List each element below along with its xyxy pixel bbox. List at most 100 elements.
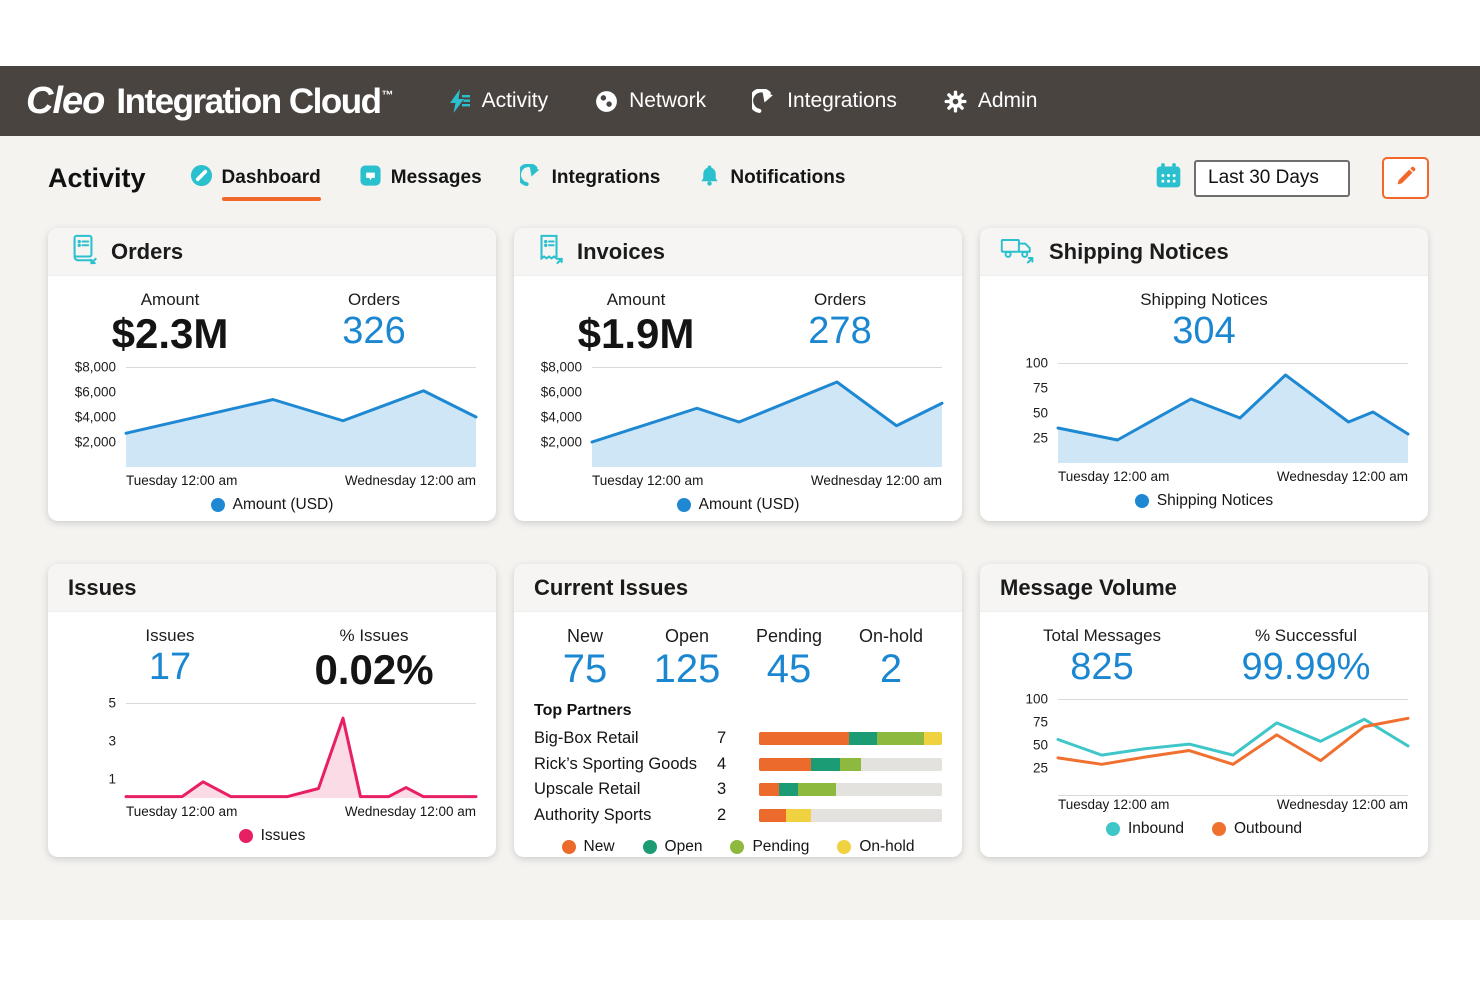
chart-legend: Amount (USD): [68, 496, 476, 514]
y-axis-tick: 50: [1032, 405, 1048, 421]
tab-integrations-label: Integrations: [551, 167, 661, 188]
shipping-card-title: Shipping Notices: [1049, 238, 1229, 264]
legend-label: On-hold: [859, 837, 915, 855]
invoices-area-chart: $8,000 $6,000 $4,000 $2,000 Tuesday 12:00 am…: [534, 360, 942, 514]
cleo-logo[interactable]: Cleo Integration Cloud ™: [26, 80, 394, 123]
stat-label: % Successful: [1254, 626, 1358, 645]
x-axis-tick: Wednesday 12:00 am: [344, 804, 476, 820]
y-axis-tick: $2,000: [74, 434, 116, 450]
content-area: Activity Dashboard Messages Integrations: [0, 136, 1480, 920]
nav-activity[interactable]: Activity: [446, 88, 549, 114]
main-nav: Activity Network Integrations Admin: [446, 88, 1038, 114]
new-issues-stat: New 75: [534, 626, 636, 692]
top-navbar: Cleo Integration Cloud ™ Activity Networ…: [0, 66, 1480, 136]
legend-label: Inbound: [1127, 819, 1184, 837]
legend-outbound: Outbound: [1211, 819, 1303, 838]
y-axis-tick: 75: [1032, 714, 1048, 730]
tab-messages-label: Messages: [390, 167, 482, 188]
message-bubble-icon: [359, 164, 382, 193]
nav-activity-label: Activity: [481, 89, 549, 112]
y-axis-tick: $8,000: [74, 359, 116, 375]
orders-card: Orders Amount $2.3M Orders 326 $8,000 $6,…: [48, 228, 496, 521]
legend-label: Outbound: [1233, 819, 1303, 837]
current-issues-card-title: Current Issues: [534, 574, 689, 600]
invoices-stats: Amount $1.9M Orders 278: [534, 290, 942, 357]
nav-integrations[interactable]: Integrations: [752, 88, 897, 114]
shipping-card-header: Shipping Notices: [980, 228, 1428, 276]
calendar-icon: [1155, 162, 1182, 194]
network-nodes-icon: [594, 89, 619, 114]
y-axis-tick: 3: [108, 733, 116, 749]
y-axis-tick: 5: [108, 695, 116, 711]
stat-label: Orders: [348, 290, 400, 309]
x-axis-tick: Tuesday 12:00 am: [592, 473, 704, 489]
issues-stats: Issues 17 % Issues 0.02%: [68, 626, 476, 693]
orders-amount-stat: Amount $2.3M: [68, 290, 272, 357]
integration-swoosh-icon: [516, 162, 543, 193]
legend-dot: [238, 829, 253, 844]
chart-legend: Issues: [68, 827, 476, 845]
message-volume-line-chart: 100 75 50 25 Tuesday 12:00 am Wednesday 12:00…: [1000, 691, 1408, 838]
tab-integrations[interactable]: Integrations: [516, 162, 661, 193]
legend-onhold: On-hold: [837, 838, 914, 856]
stat-label: Open: [664, 626, 710, 646]
legend-dot: [730, 839, 745, 854]
bar-segment: [759, 757, 812, 771]
onhold-issues-stat: On-hold 2: [840, 626, 942, 692]
nav-admin-label: Admin: [977, 89, 1038, 112]
legend-label: Amount (USD): [232, 496, 334, 514]
partner-count: 3: [717, 780, 727, 799]
partner-count: 4: [717, 754, 727, 773]
partner-row: Authority Sports 2: [534, 802, 942, 828]
shipping-area-chart: 100 75 50 25 Tuesday 12:00 am Wednesday 12:00…: [1000, 355, 1408, 510]
nav-admin[interactable]: Admin: [943, 89, 1038, 114]
bar-segment: [759, 783, 780, 797]
stat-value: 99.99%: [1241, 646, 1371, 688]
legend-label: Amount (USD): [698, 496, 800, 514]
legend-shipping-notices: Shipping Notices: [1134, 492, 1273, 510]
tab-messages[interactable]: Messages: [359, 164, 482, 193]
invoices-card-header: Invoices: [514, 228, 962, 276]
partner-stacked-bar: [759, 732, 942, 746]
y-axis-tick: 25: [1032, 760, 1048, 776]
y-axis-tick: $4,000: [540, 409, 582, 425]
y-axis-tick: $6,000: [540, 384, 582, 400]
y-axis-tick: $6,000: [74, 384, 116, 400]
partner-count: 7: [717, 729, 727, 748]
tab-notifications[interactable]: Notifications: [698, 164, 845, 193]
chart-legend: Inbound Outbound: [1000, 820, 1408, 838]
order-document-icon: [68, 233, 98, 270]
tab-dashboard[interactable]: Dashboard: [190, 164, 322, 201]
edit-dashboard-button[interactable]: [1382, 157, 1429, 199]
nav-network[interactable]: Network: [594, 89, 706, 114]
subnav-right: Last 30 Days: [1155, 157, 1429, 199]
message-volume-card-header: Message Volume: [980, 564, 1428, 612]
current-issues-card-header: Current Issues: [514, 564, 962, 612]
x-axis-tick: Tuesday 12:00 am: [126, 473, 238, 489]
x-axis-tick: Tuesday 12:00 am: [1058, 796, 1170, 812]
legend-dot: [1105, 821, 1120, 836]
message-volume-card: Message Volume Total Messages 825 % Succ…: [980, 564, 1428, 857]
message-volume-card-title: Message Volume: [1000, 574, 1177, 600]
nav-integrations-label: Integrations: [787, 89, 897, 112]
chart-legend: Amount (USD): [534, 496, 942, 514]
gear-icon: [943, 89, 968, 114]
date-range-select[interactable]: Last 30 Days: [1194, 159, 1350, 197]
stat-label: Total Messages: [1042, 626, 1162, 645]
orders-stats: Amount $2.3M Orders 326: [68, 290, 476, 357]
legend-label: New: [583, 837, 615, 855]
issues-area-chart: 5 3 1 Tuesday 12:00 am Wednesday 12:00 am Iss…: [68, 696, 476, 845]
partner-name: Upscale Retail: [534, 780, 641, 799]
legend-dot: [1211, 821, 1226, 836]
issues-count-stat: Issues 17: [68, 626, 272, 693]
activity-tabs: Dashboard Messages Integrations Notifica…: [190, 162, 845, 201]
legend-label: Pending: [752, 837, 810, 855]
legend-dot: [676, 498, 691, 513]
legend-dot: [837, 839, 852, 854]
legend-dot: [1134, 493, 1149, 508]
legend-dot: [642, 839, 657, 854]
x-axis-tick: Wednesday 12:00 am: [344, 473, 476, 489]
logo-trademark: ™: [381, 87, 394, 102]
y-axis-tick: $4,000: [74, 409, 116, 425]
logo-cleo-text: Cleo: [26, 79, 105, 122]
